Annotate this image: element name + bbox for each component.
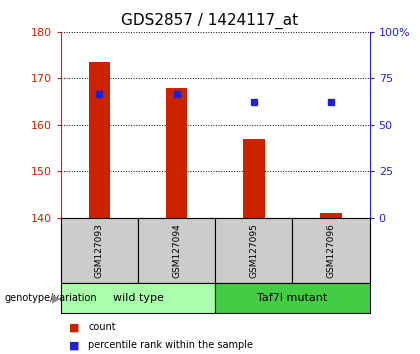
Text: ■: ■ [69,322,80,332]
Text: Taf7l mutant: Taf7l mutant [257,293,328,303]
Text: GDS2857 / 1424117_at: GDS2857 / 1424117_at [121,12,299,29]
Text: GSM127095: GSM127095 [249,223,258,278]
Text: GSM127093: GSM127093 [95,223,104,278]
Bar [292,218,370,283]
Bar [89,62,110,218]
Text: genotype/variation: genotype/variation [4,293,97,303]
Bar [61,283,215,313]
Bar [215,218,292,283]
Bar [215,283,370,313]
Text: count: count [88,322,116,332]
Bar [243,139,265,218]
Text: GSM127094: GSM127094 [172,223,181,278]
Text: ▶: ▶ [52,293,61,303]
Bar [61,218,138,283]
Text: percentile rank within the sample: percentile rank within the sample [88,340,253,350]
Bar [166,88,187,218]
Bar [320,213,342,218]
Text: wild type: wild type [113,293,163,303]
Text: ■: ■ [69,340,80,350]
Bar [138,218,215,283]
Text: GSM127096: GSM127096 [326,223,336,278]
